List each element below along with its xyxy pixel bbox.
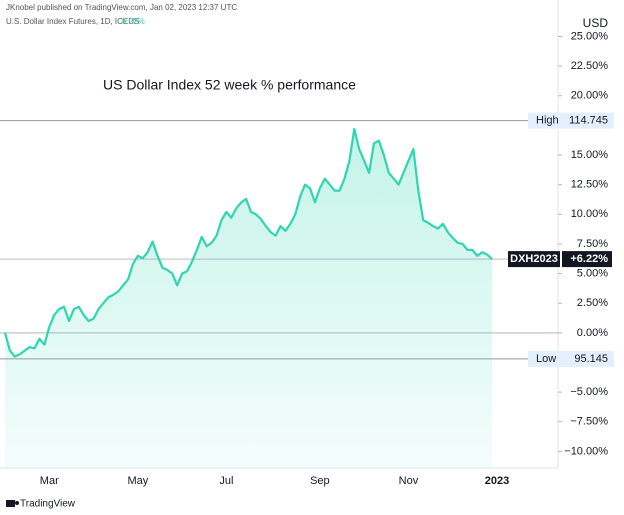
y-axis-unit: USD (583, 16, 609, 30)
y-tick-label: 7.50% (577, 238, 608, 250)
x-tick-label: 2023 (485, 475, 509, 487)
y-tick-label: 12.50% (571, 179, 609, 191)
last-value-label: +6.22% (570, 253, 608, 265)
x-tick-label: May (127, 475, 148, 487)
last-name: DXH2023 (510, 253, 558, 265)
y-tick-label: −10.00% (564, 445, 608, 457)
symbol-info: U.S. Dollar Index Futures, 1D, ICEUS (6, 17, 139, 26)
y-tick-label: 2.50% (577, 297, 608, 309)
y-tick-label: 5.00% (577, 267, 608, 279)
high-label: High (536, 115, 559, 127)
y-tick-label: −5.00% (570, 386, 608, 398)
published-note: JKnobel published on TradingView.com, Ja… (6, 3, 237, 12)
y-tick-label: 25.00% (571, 30, 609, 42)
y-tick-label: −7.50% (570, 416, 608, 428)
last-value-box (562, 251, 612, 268)
high-price: 114.745 (569, 115, 608, 127)
x-tick-label: Mar (40, 475, 59, 487)
y-tick-label: 15.00% (571, 149, 609, 161)
low-label-box (528, 350, 614, 367)
y-tick-label: 22.50% (571, 60, 609, 72)
x-tick-label: Jul (219, 475, 233, 487)
footer-logo: TradingView (6, 499, 76, 510)
symbol-change: 6.22% (122, 17, 145, 26)
y-tick-label: 20.00% (571, 90, 609, 102)
footer-brand: TradingView (20, 499, 76, 510)
last-name-box (508, 251, 560, 268)
low-price: 95.145 (574, 353, 608, 365)
y-tick-label: 10.00% (571, 208, 609, 220)
line (3, 127, 493, 358)
chart-title: US Dollar Index 52 week % performance (103, 77, 356, 93)
low-label: Low (536, 353, 556, 365)
y-tick-label: 0.00% (577, 327, 608, 339)
high-label-box (528, 112, 614, 129)
x-tick-label: Sep (310, 475, 330, 487)
area (5, 128, 493, 468)
x-tick-label: Nov (399, 475, 419, 487)
